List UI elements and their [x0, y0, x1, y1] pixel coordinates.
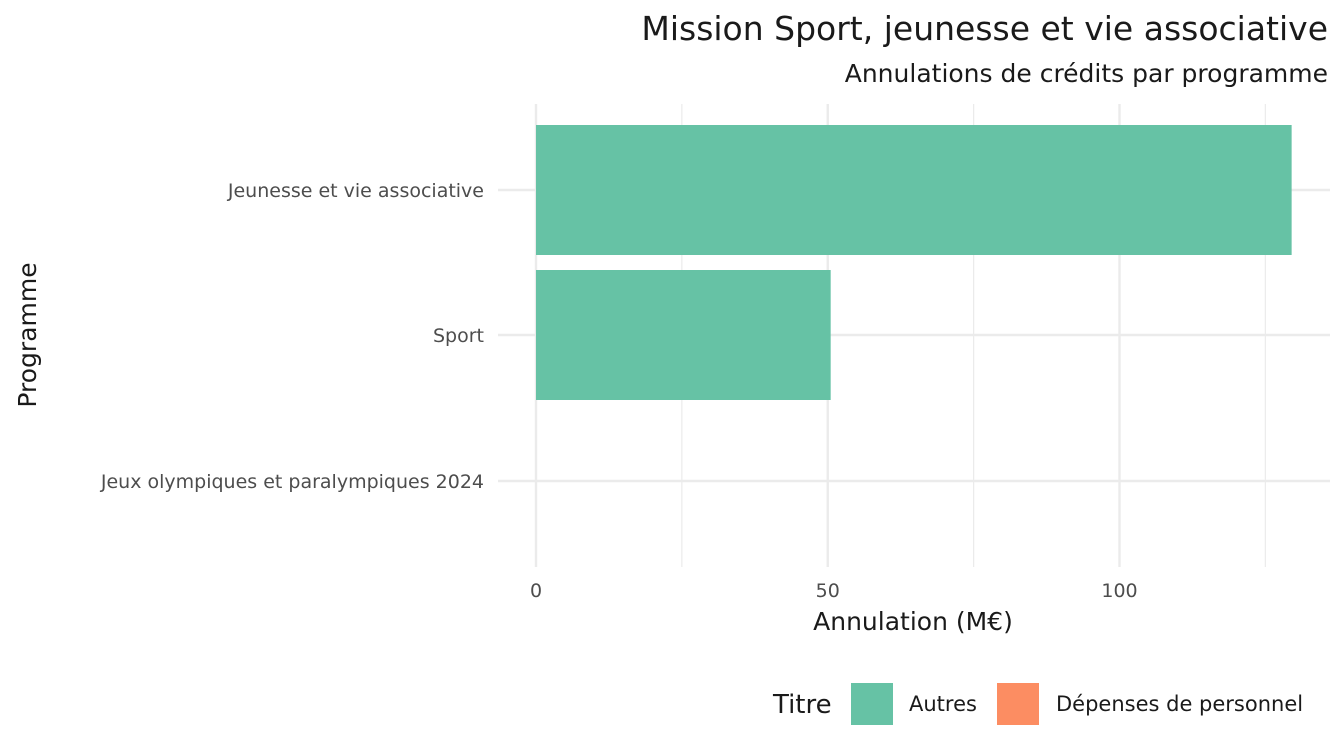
legend-label-depenses-de-personnel: Dépenses de personnel — [1056, 692, 1303, 716]
x-tick-label: 50 — [816, 580, 840, 602]
chart-subtitle: Annulations de crédits par programme — [845, 59, 1328, 88]
y-tick-label: Jeux olympiques et paralympiques 2024 — [100, 471, 484, 493]
bars — [536, 125, 1292, 400]
y-tick-label: Sport — [433, 325, 484, 347]
x-tick-label: 100 — [1101, 580, 1137, 602]
legend-title: Titre — [772, 690, 832, 720]
legend-swatch-autres — [851, 683, 893, 725]
y-tick-label: Jeunesse et vie associative — [227, 180, 484, 202]
x-tick-labels: 0 50 100 — [530, 580, 1138, 602]
bar — [536, 270, 831, 400]
x-axis-title: Annulation (M€) — [813, 607, 1013, 636]
y-axis-title: Programme — [13, 262, 42, 407]
chart-title: Mission Sport, jeunesse et vie associati… — [641, 9, 1328, 48]
bar — [536, 125, 1292, 255]
legend-swatch-depenses-de-personnel — [997, 683, 1039, 725]
y-tick-labels: Jeunesse et vie associative Sport Jeux oly… — [100, 180, 484, 493]
legend: Titre Autres Dépenses de personnel — [772, 683, 1303, 725]
x-tick-label: 0 — [530, 580, 542, 602]
legend-label-autres: Autres — [909, 692, 977, 716]
